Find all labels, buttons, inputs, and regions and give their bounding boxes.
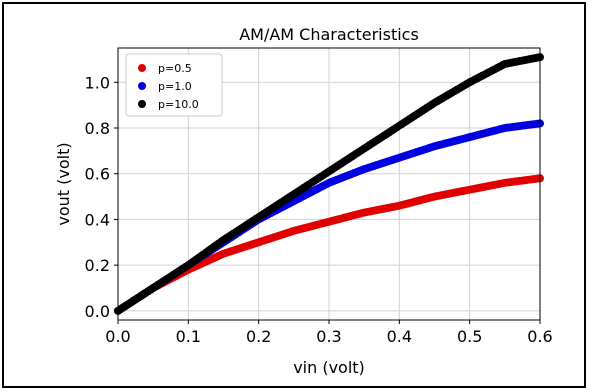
figure-frame — [2, 2, 586, 388]
legend-label: p=0.5 — [158, 62, 192, 75]
legend-box — [125, 53, 223, 117]
legend-marker — [138, 64, 146, 72]
legend-label: p=10.0 — [158, 98, 199, 111]
y-axis-label: vout (volt) — [54, 142, 73, 225]
y-tick-label: 0.8 — [85, 119, 110, 138]
y-tick-label: 1.0 — [85, 73, 110, 92]
x-tick-label: 0.1 — [176, 327, 201, 346]
data-points — [114, 53, 544, 315]
y-tick-label: 0.6 — [85, 165, 110, 184]
y-tick-label: 0.0 — [85, 302, 110, 321]
legend: p=0.5 p=1.0 p=10.0 — [125, 53, 223, 117]
chart-title: AM/AM Characteristics — [239, 25, 419, 44]
x-tick-label: 0.2 — [246, 327, 271, 346]
y-tick-label: 0.4 — [85, 210, 110, 229]
ticks: 0.0 0.1 0.2 0.3 0.4 0.5 0.6 0.0 0.2 0.4 0.6 0.8 1.0 — [85, 73, 553, 346]
legend-marker — [138, 100, 146, 108]
x-tick-label: 0.0 — [105, 327, 130, 346]
legend-marker — [138, 82, 146, 90]
x-tick-label: 0.5 — [457, 327, 482, 346]
x-tick-label: 0.3 — [316, 327, 341, 346]
x-axis-label: vin (volt) — [293, 358, 365, 377]
legend-label: p=1.0 — [158, 80, 192, 93]
y-tick-label: 0.2 — [85, 256, 110, 275]
series-p=10.0 — [114, 53, 544, 315]
x-tick-label: 0.6 — [527, 327, 552, 346]
x-tick-label: 0.4 — [387, 327, 412, 346]
